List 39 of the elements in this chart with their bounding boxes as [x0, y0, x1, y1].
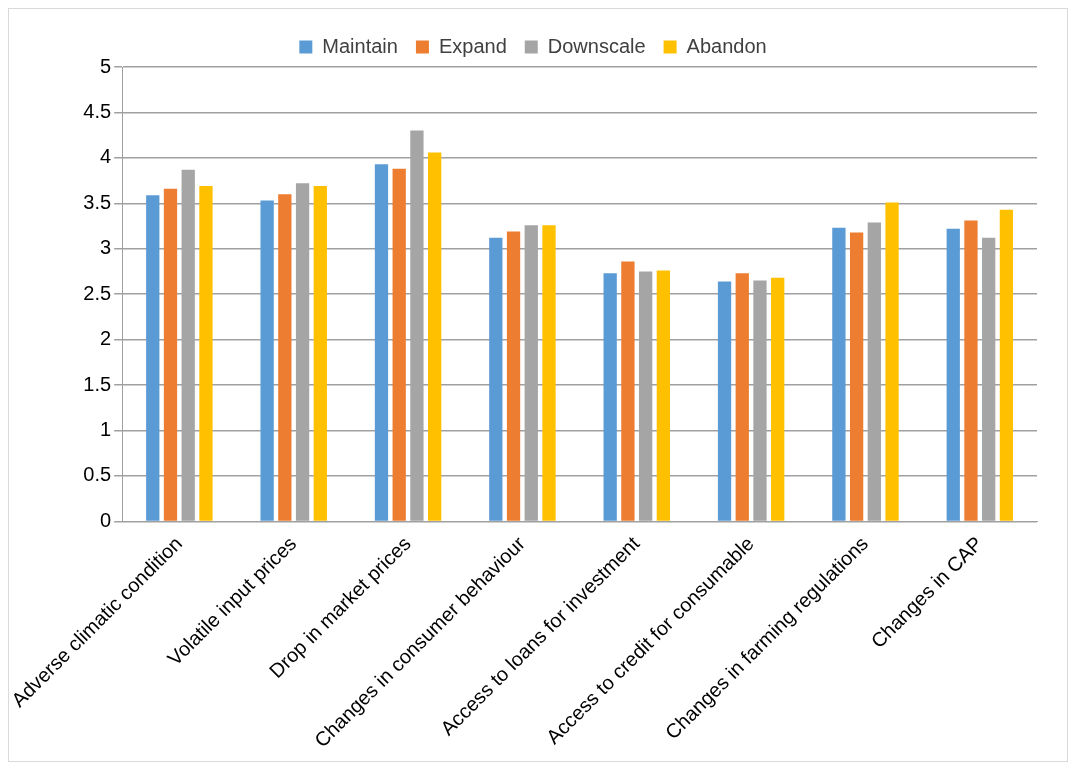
- y-tick-label: 4.5: [83, 99, 112, 122]
- bar: [999, 209, 1014, 521]
- bar: [199, 186, 213, 521]
- bar: [964, 220, 978, 521]
- bar: [260, 200, 274, 521]
- y-tick-label: 0.5: [83, 463, 112, 486]
- legend-label: Maintain: [322, 34, 398, 57]
- bar: [374, 164, 389, 521]
- bar: [542, 225, 556, 521]
- y-tick-label: 3: [100, 236, 112, 259]
- bar: [849, 232, 864, 521]
- bar: [163, 188, 178, 521]
- bar: [771, 277, 785, 521]
- bar: [656, 270, 670, 521]
- bar: [621, 261, 635, 521]
- bar: [735, 273, 749, 521]
- legend-label: Expand: [438, 34, 507, 57]
- y-tick-label: 4: [100, 145, 112, 168]
- bar: [885, 202, 899, 521]
- y-tick-label: 2: [100, 327, 112, 350]
- bar: [832, 227, 846, 521]
- bar: [717, 281, 732, 521]
- bar: [489, 237, 503, 521]
- bar: [603, 273, 617, 521]
- bar: [313, 186, 327, 521]
- bar: [428, 152, 442, 521]
- y-tick-label: 1.5: [83, 372, 112, 395]
- y-tick-label: 2.5: [83, 281, 112, 304]
- bar: [146, 195, 160, 521]
- bar: [278, 194, 292, 521]
- y-tick-label: 0: [100, 508, 112, 531]
- bar: [506, 231, 521, 521]
- bar: [946, 228, 960, 521]
- y-tick-label: 5: [100, 54, 112, 77]
- y-tick-label: 3.5: [83, 190, 112, 213]
- y-tick-label: 1: [100, 418, 112, 441]
- bar: [392, 168, 406, 521]
- legend-label: Downscale: [547, 34, 646, 57]
- legend-label: Abandon: [686, 34, 767, 57]
